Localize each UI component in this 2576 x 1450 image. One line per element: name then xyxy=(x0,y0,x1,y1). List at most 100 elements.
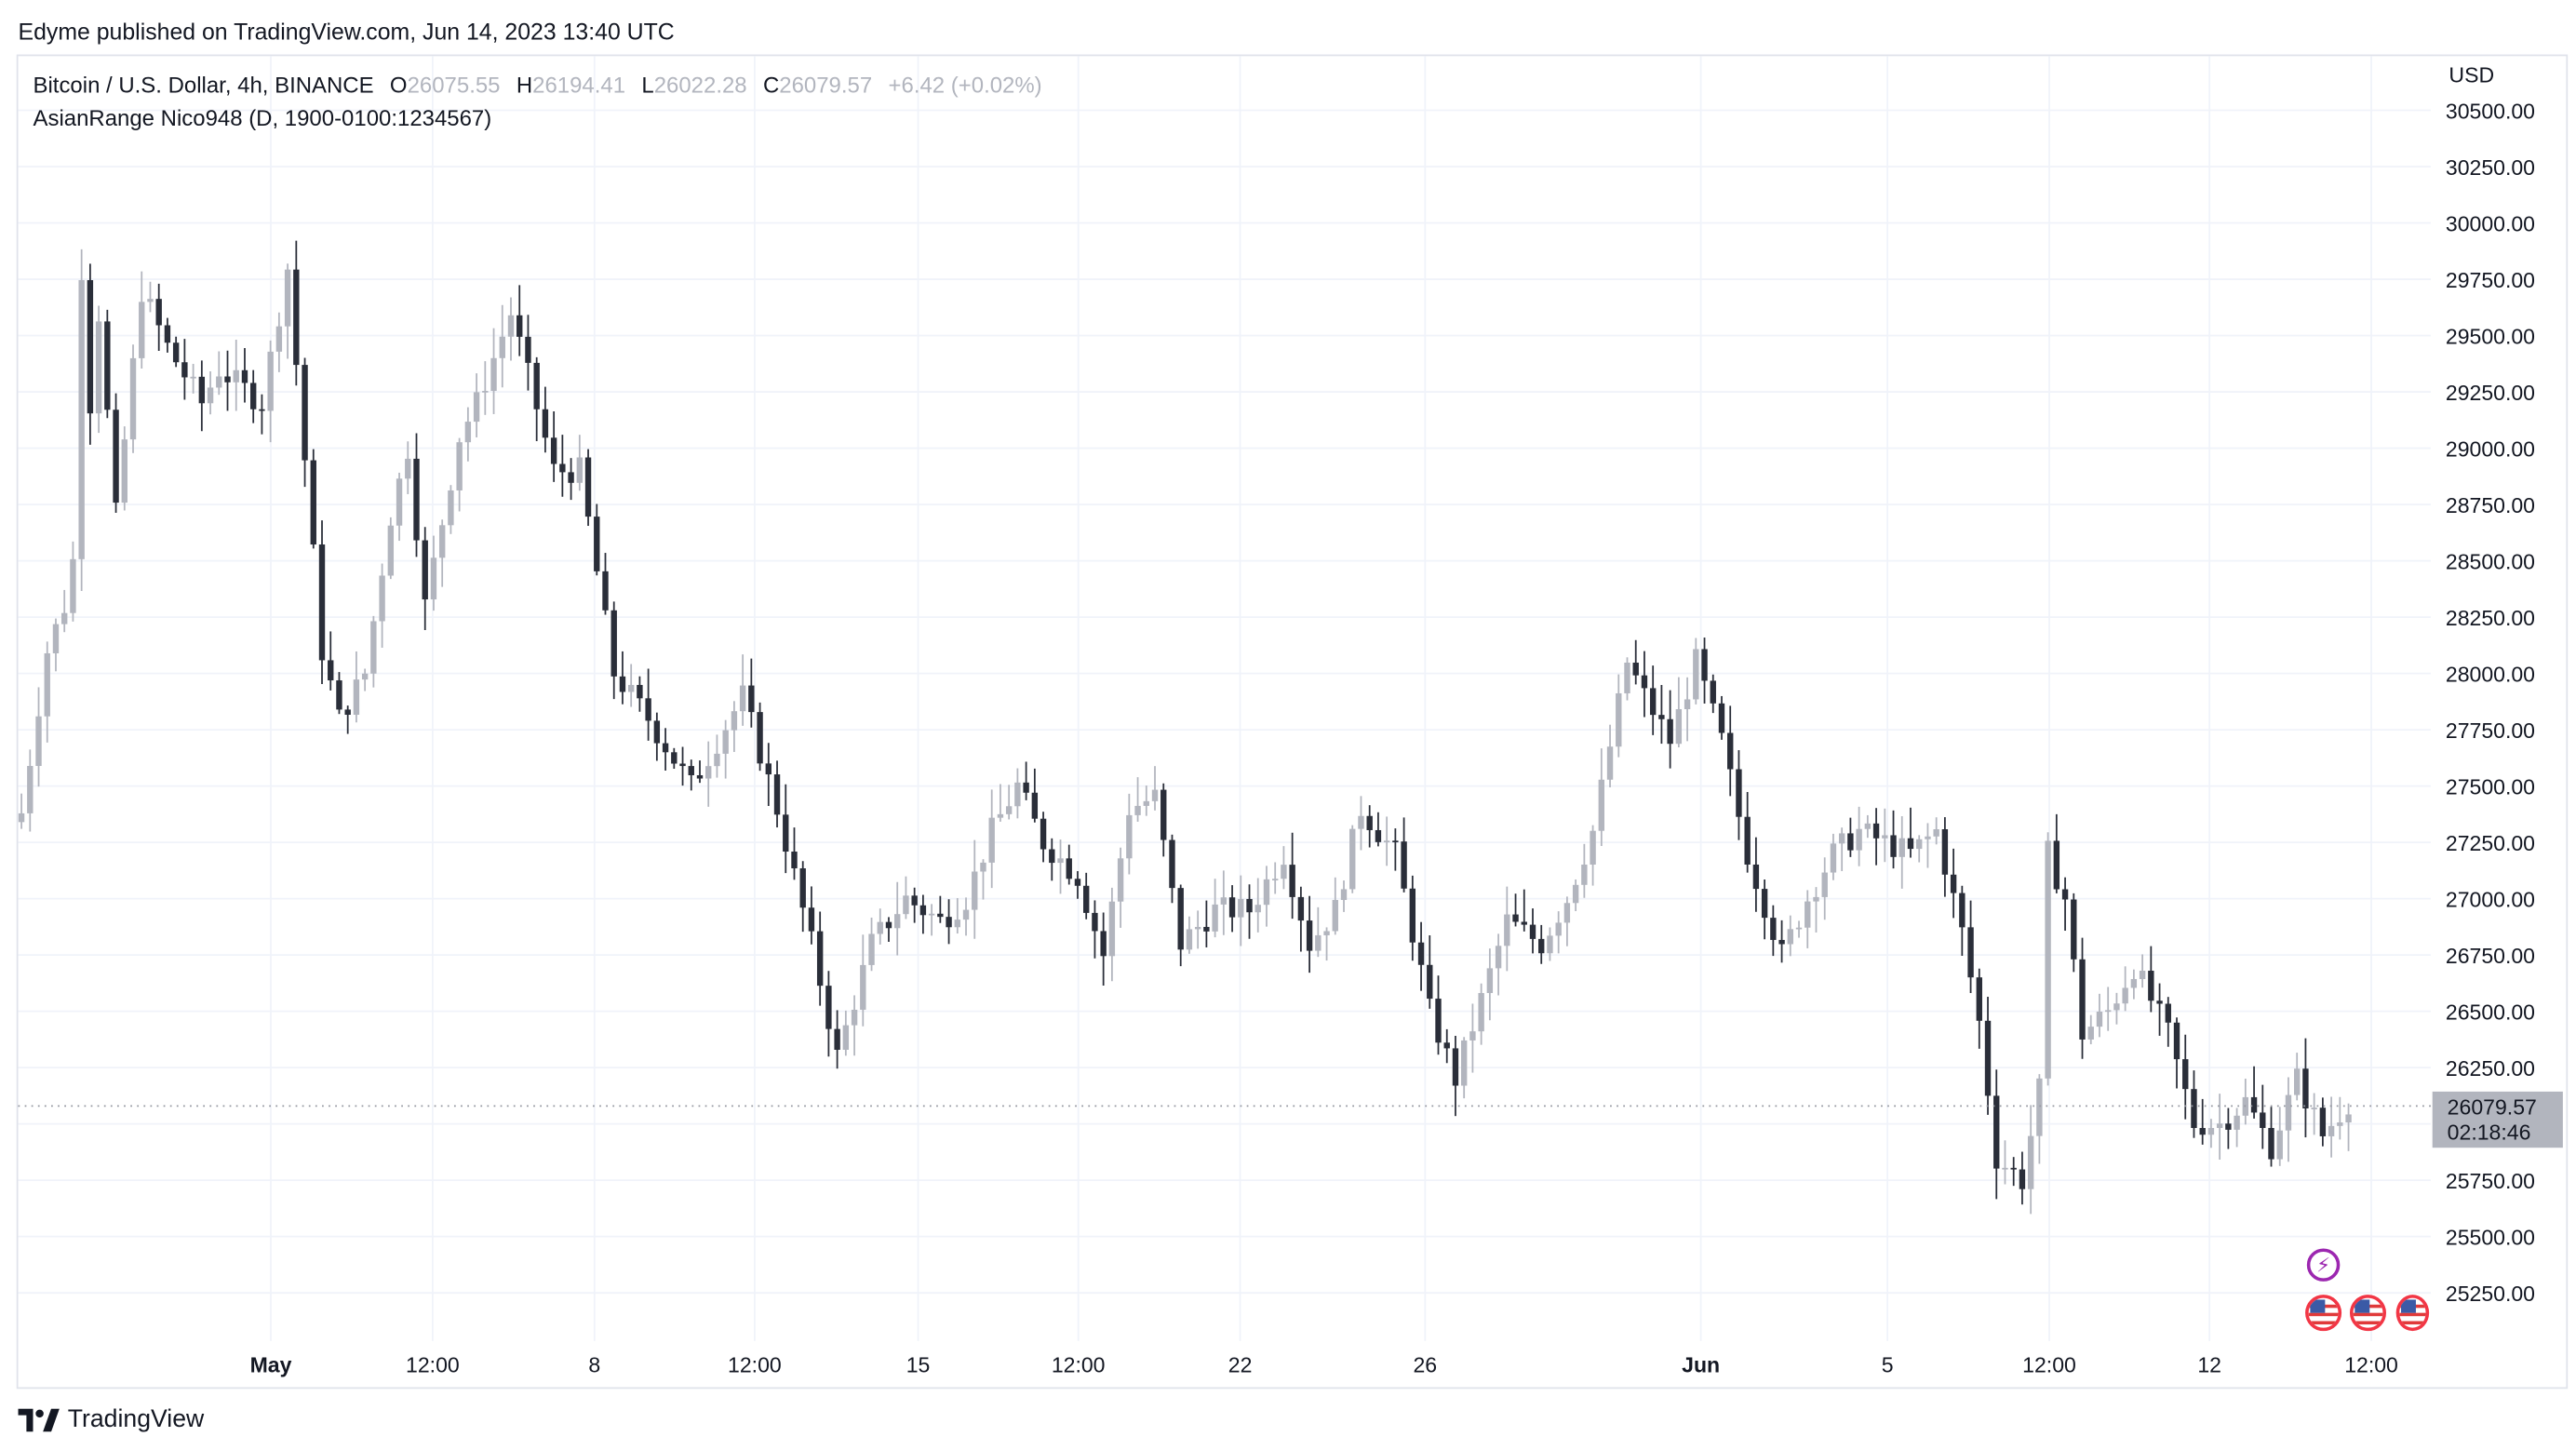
candle xyxy=(1117,847,1124,928)
candle-body xyxy=(946,917,952,928)
candle xyxy=(1521,889,1527,932)
candle xyxy=(1572,879,1579,911)
candle-body xyxy=(473,392,480,423)
candle-body xyxy=(1993,1095,2000,1169)
candle xyxy=(2010,1157,2017,1187)
time-tick-label: 8 xyxy=(588,1353,600,1377)
candle xyxy=(1495,933,1502,996)
candle xyxy=(2216,1094,2223,1161)
candle-body xyxy=(962,909,970,920)
candle-body xyxy=(1882,835,1888,839)
candle-body xyxy=(129,357,137,440)
candle xyxy=(207,370,214,415)
candle-body xyxy=(2019,1169,2026,1189)
candle-body xyxy=(464,422,472,443)
candle-body xyxy=(559,463,566,473)
lightning-event-icon[interactable]: ⚡ xyxy=(2306,1248,2341,1282)
candle-body xyxy=(1898,838,1905,857)
candle-body xyxy=(147,299,154,302)
candle xyxy=(456,437,463,512)
us-flag-event-icon[interactable] xyxy=(2305,1295,2342,1332)
candle-body xyxy=(1521,921,1527,925)
candle-body xyxy=(2276,1130,2283,1160)
candle-body xyxy=(1538,938,1545,954)
candle-body xyxy=(868,933,875,965)
candle-body xyxy=(1590,830,1596,865)
candle xyxy=(2225,1108,2232,1149)
candle-body xyxy=(533,362,540,409)
candle xyxy=(1898,816,1905,889)
candle-body xyxy=(1066,858,1072,879)
candle-body xyxy=(1409,888,1416,943)
candle xyxy=(473,373,480,437)
candle xyxy=(2148,946,2154,1013)
candle xyxy=(361,668,369,691)
candle-body xyxy=(78,280,85,559)
candle xyxy=(267,340,274,443)
candle-body xyxy=(353,679,360,716)
close-label: C xyxy=(762,73,780,98)
tradingview-logo[interactable]: TradingView xyxy=(18,1405,204,1433)
candle xyxy=(52,618,60,672)
symbol-title[interactable]: Bitcoin / U.S. Dollar, 4h, BINANCE xyxy=(33,73,374,98)
candle-body xyxy=(1074,879,1081,886)
candle-body xyxy=(2319,1108,2327,1136)
us-flag-event-icon[interactable] xyxy=(2349,1295,2387,1332)
time-tick-label: 12 xyxy=(2197,1353,2221,1377)
candle-body xyxy=(972,871,978,910)
candle-body xyxy=(2199,1128,2206,1135)
candle xyxy=(1092,900,1098,959)
candle xyxy=(2105,987,2112,1031)
candle xyxy=(216,351,222,396)
candle-body xyxy=(1228,897,1236,918)
candle xyxy=(765,743,771,807)
candle xyxy=(1203,900,1210,947)
candle xyxy=(1606,724,1614,787)
candle-body xyxy=(2182,1059,2189,1090)
candle-body xyxy=(302,365,308,461)
candle-body xyxy=(190,376,196,379)
candle-body xyxy=(2053,840,2060,890)
candle xyxy=(1563,896,1571,947)
price-tick-label: 25250.00 xyxy=(2446,1282,2535,1306)
candle-body xyxy=(1701,649,1708,681)
candle xyxy=(1925,823,1931,868)
candle-body xyxy=(688,766,694,775)
candle xyxy=(2079,937,2086,1059)
candle-body xyxy=(172,342,180,363)
currency-label[interactable]: USD xyxy=(2449,62,2495,88)
candle-body xyxy=(413,458,420,541)
indicator-title[interactable]: AsianRange Nico948 (D, 1900-0100:1234567… xyxy=(33,105,492,131)
candle-body xyxy=(1427,964,1433,1000)
candle xyxy=(2027,1105,2034,1215)
candle-body xyxy=(1529,924,1536,939)
chart-frame xyxy=(16,54,2569,1390)
candle-body xyxy=(1143,800,1149,806)
candle-body xyxy=(1040,818,1047,850)
candle xyxy=(233,339,239,411)
candle-body xyxy=(1838,833,1845,844)
candle xyxy=(1787,915,1793,957)
candle xyxy=(602,553,609,615)
candle xyxy=(808,886,815,945)
candle-body xyxy=(1675,708,1683,745)
candle xyxy=(1177,884,1184,967)
candle-body xyxy=(1581,864,1588,885)
candle-body xyxy=(275,326,283,352)
candle-body xyxy=(1254,905,1261,913)
candle-body xyxy=(825,986,832,1029)
candle xyxy=(911,887,918,923)
candle-body xyxy=(95,321,102,414)
candle xyxy=(1220,870,1228,935)
candle-body xyxy=(1795,927,1803,930)
candle xyxy=(293,240,300,386)
candle xyxy=(550,411,557,482)
candle-body xyxy=(2268,1127,2274,1160)
candle xyxy=(121,426,127,511)
us-flag-event-icon[interactable] xyxy=(2395,1295,2430,1332)
candle xyxy=(1194,910,1201,949)
price-tick-label: 27250.00 xyxy=(2446,831,2535,855)
candle xyxy=(1675,677,1683,748)
last-price-tag: 26079.57 02:18:46 xyxy=(2432,1091,2563,1148)
